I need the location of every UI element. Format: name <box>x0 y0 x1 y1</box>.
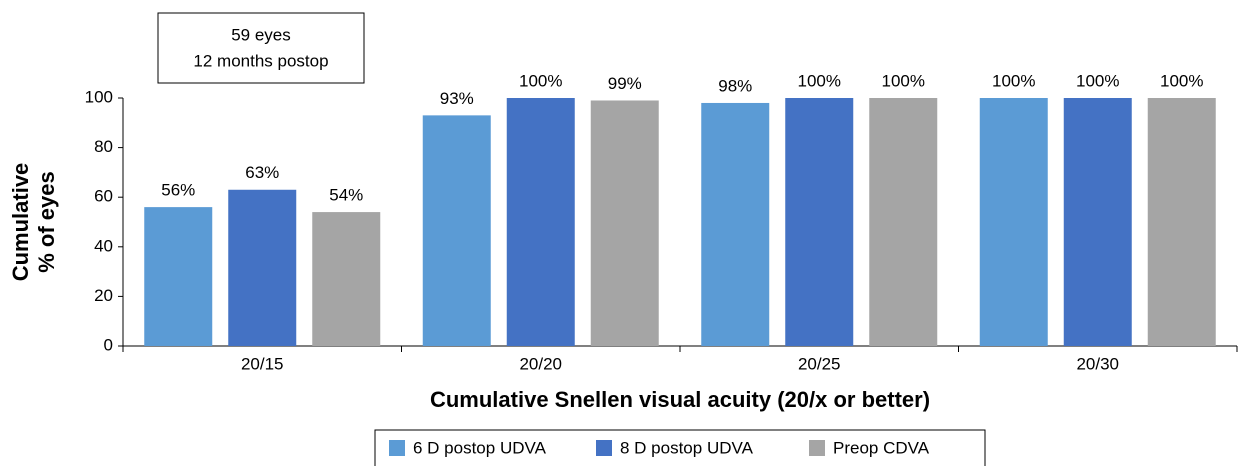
bar <box>785 98 854 346</box>
legend-label: Preop CDVA <box>833 438 930 457</box>
y-tick-label: 80 <box>94 137 113 156</box>
bar <box>1147 98 1216 346</box>
bar <box>312 212 381 346</box>
legend-label: 8 D postop UDVA <box>620 438 754 457</box>
y-tick-label: 40 <box>94 236 113 255</box>
bar <box>1063 98 1132 346</box>
bar <box>869 98 938 346</box>
bar <box>144 207 213 346</box>
legend-swatch <box>809 440 825 456</box>
y-tick-label: 60 <box>94 187 113 206</box>
value-label: 63% <box>245 163 279 182</box>
value-label: 100% <box>519 71 562 90</box>
value-label: 98% <box>718 76 752 95</box>
bar <box>701 102 770 347</box>
y-tick-label: 20 <box>94 286 113 305</box>
x-axis-label: Cumulative Snellen visual acuity (20/x o… <box>430 387 930 412</box>
legend-swatch <box>389 440 405 456</box>
value-label: 100% <box>1076 71 1119 90</box>
legend-box <box>374 429 986 466</box>
bar <box>979 98 1048 346</box>
value-label: 100% <box>992 71 1035 90</box>
bar <box>590 100 659 346</box>
y-tick-label: 100 <box>85 87 113 106</box>
annotation-box <box>157 12 365 84</box>
value-label: 93% <box>440 89 474 108</box>
value-label: 56% <box>161 181 195 200</box>
x-tick-label: 20/30 <box>1076 354 1119 373</box>
value-label: 100% <box>882 71 925 90</box>
value-label: 100% <box>1160 71 1203 90</box>
value-label: 54% <box>329 186 363 205</box>
value-label: 99% <box>608 74 642 93</box>
value-label: 100% <box>798 71 841 90</box>
bar <box>422 115 491 346</box>
y-axis-label: Cumulative <box>8 163 33 282</box>
y-tick-label: 0 <box>104 335 113 354</box>
x-tick-label: 20/20 <box>519 354 562 373</box>
annotation: 59 eyes <box>231 25 291 44</box>
bar <box>228 189 297 346</box>
x-tick-label: 20/15 <box>241 354 284 373</box>
annotation: 12 months postop <box>193 51 328 70</box>
bar <box>506 98 575 346</box>
x-tick-label: 20/25 <box>798 354 841 373</box>
legend-swatch <box>596 440 612 456</box>
legend-label: 6 D postop UDVA <box>413 438 547 457</box>
y-axis-label: % of eyes <box>34 171 59 273</box>
